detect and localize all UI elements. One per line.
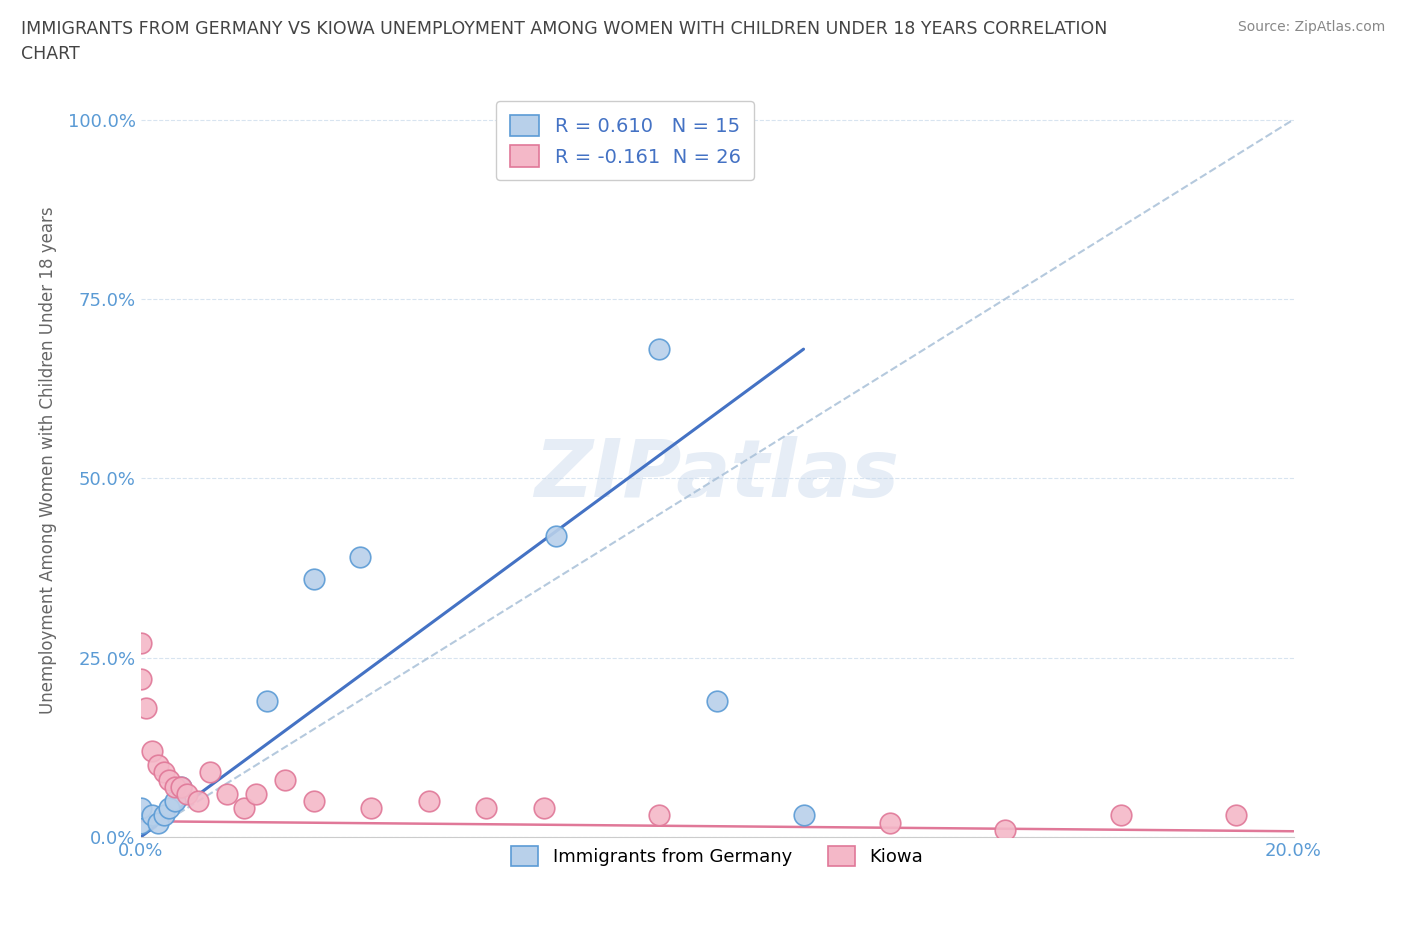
Point bbox=[176, 787, 198, 802]
Point bbox=[146, 758, 169, 773]
Point bbox=[533, 801, 555, 816]
Point bbox=[706, 693, 728, 708]
Point bbox=[302, 571, 325, 586]
Point bbox=[233, 801, 256, 816]
Y-axis label: Unemployment Among Women with Children Under 18 years: Unemployment Among Women with Children U… bbox=[38, 206, 56, 714]
Point bbox=[475, 801, 498, 816]
Point bbox=[1109, 808, 1132, 823]
Point bbox=[274, 772, 297, 787]
Text: ZIPatlas: ZIPatlas bbox=[534, 436, 900, 514]
Point bbox=[217, 787, 239, 802]
Point bbox=[360, 801, 382, 816]
Point bbox=[129, 801, 152, 816]
Point bbox=[879, 816, 901, 830]
Point bbox=[141, 808, 163, 823]
Point bbox=[170, 779, 193, 794]
Point bbox=[152, 765, 174, 780]
Point bbox=[994, 822, 1017, 837]
Text: CHART: CHART bbox=[21, 45, 80, 62]
Point bbox=[170, 779, 193, 794]
Point bbox=[152, 808, 174, 823]
Point bbox=[302, 793, 325, 808]
Point bbox=[245, 787, 267, 802]
Point bbox=[129, 636, 152, 651]
Point bbox=[159, 801, 180, 816]
Point bbox=[129, 816, 152, 830]
Point bbox=[165, 779, 187, 794]
Point bbox=[1225, 808, 1247, 823]
Point bbox=[648, 808, 671, 823]
Point bbox=[418, 793, 440, 808]
Point bbox=[544, 528, 567, 543]
Point bbox=[141, 743, 163, 758]
Point bbox=[165, 793, 187, 808]
Point bbox=[159, 772, 180, 787]
Text: Source: ZipAtlas.com: Source: ZipAtlas.com bbox=[1237, 20, 1385, 34]
Point bbox=[146, 816, 169, 830]
Point bbox=[256, 693, 278, 708]
Legend: Immigrants from Germany, Kiowa: Immigrants from Germany, Kiowa bbox=[503, 839, 931, 873]
Point bbox=[648, 341, 671, 356]
Point bbox=[129, 671, 152, 686]
Point bbox=[198, 765, 221, 780]
Point bbox=[349, 550, 371, 565]
Point bbox=[135, 700, 157, 715]
Text: IMMIGRANTS FROM GERMANY VS KIOWA UNEMPLOYMENT AMONG WOMEN WITH CHILDREN UNDER 18: IMMIGRANTS FROM GERMANY VS KIOWA UNEMPLO… bbox=[21, 20, 1108, 38]
Point bbox=[187, 793, 209, 808]
Point bbox=[793, 808, 815, 823]
